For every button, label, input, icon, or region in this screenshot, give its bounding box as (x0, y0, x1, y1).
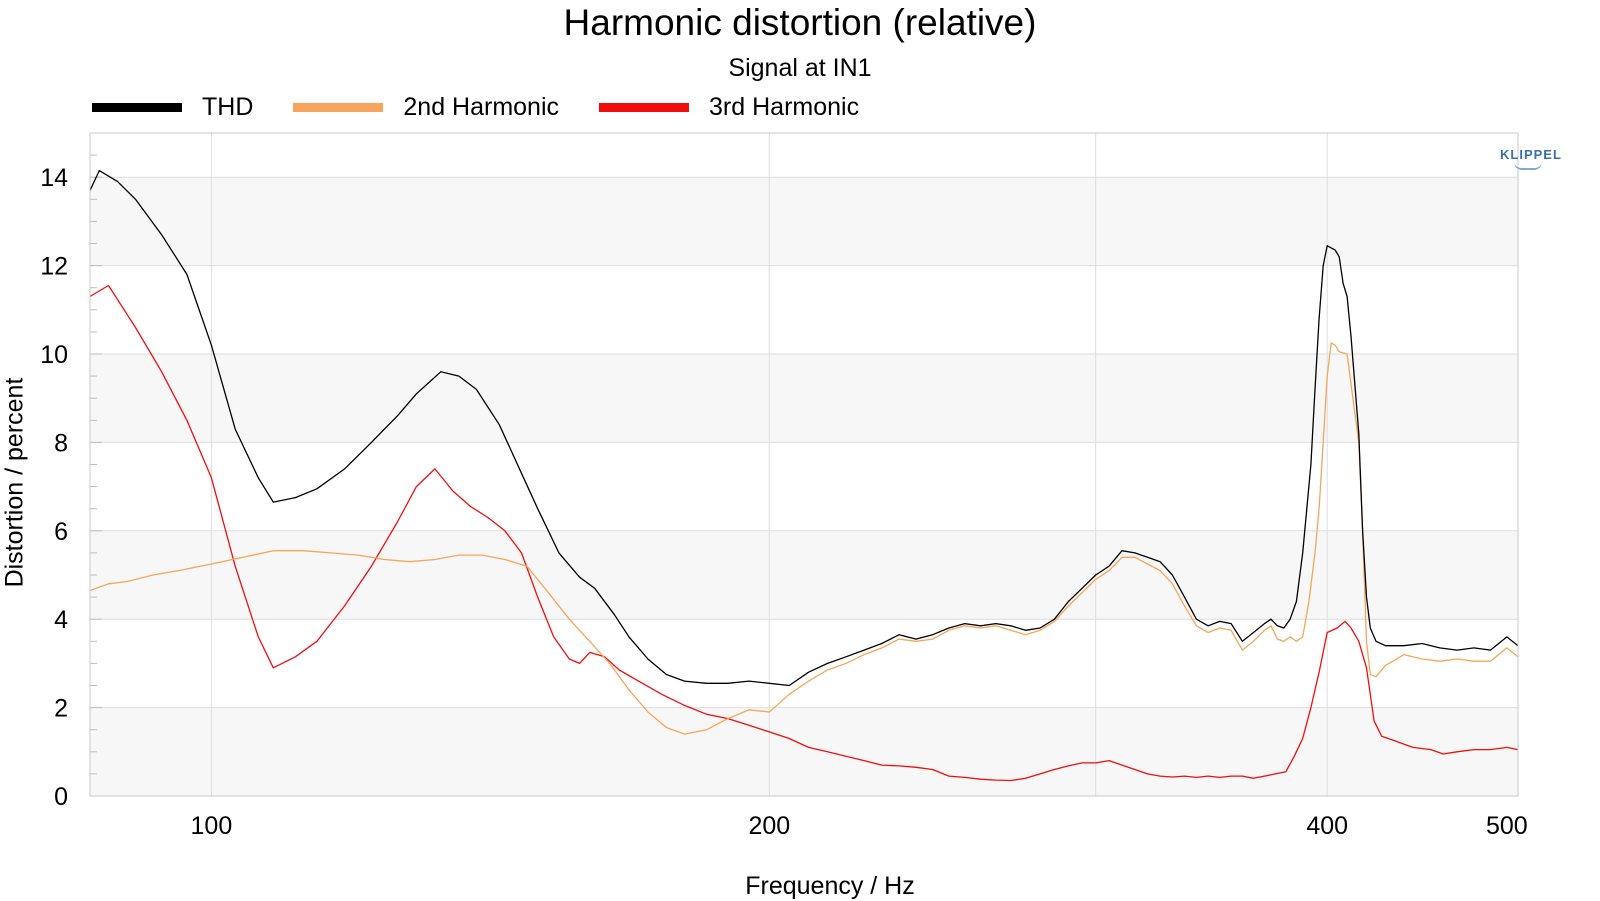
grid-lines (90, 133, 1518, 797)
klippel-logo: KLIPPEL (1500, 147, 1562, 162)
y-tick-label: 4 (54, 606, 68, 634)
legend-item-thd[interactable]: THD (92, 93, 253, 122)
plot-bands (90, 177, 1518, 796)
legend-swatch-2nd-harmonic (293, 102, 384, 112)
y-tick-label: 14 (40, 164, 68, 192)
x-tick-label: 400 (1306, 812, 1348, 840)
chart-title: Harmonic distortion (relative) (563, 2, 1037, 43)
y-axis-label: Distortion / percent (0, 377, 29, 588)
y-tick-label: 10 (40, 341, 68, 369)
series-line-3rd-harmonic (89, 284, 1519, 782)
legend-label-thd: THD (202, 92, 254, 121)
plot-band (90, 530, 1518, 620)
series-lines (89, 169, 1519, 782)
y-tick-labels: 0 2 4 6 8 10 12 14 (40, 164, 68, 811)
series-line-2nd-harmonic (89, 342, 1519, 735)
legend: THD 2nd Harmonic 3rd Harmonic (92, 92, 899, 122)
y-tick-label: 12 (40, 253, 68, 281)
plot-frame (89, 132, 1519, 797)
x-axis-label: Frequency / Hz (745, 872, 915, 900)
y-minor-ticks (90, 132, 102, 797)
y-tick-label: 8 (54, 429, 68, 457)
y-tick-label: 2 (54, 695, 68, 723)
klippel-logo-arc (1514, 162, 1542, 170)
legend-item-2nd-harmonic[interactable]: 2nd Harmonic (293, 93, 559, 122)
plot-band (90, 354, 1518, 443)
y-tick-label: 6 (54, 518, 68, 546)
chart-subtitle: Signal at IN1 (728, 54, 872, 82)
x-tick-label: 200 (748, 812, 790, 840)
legend-item-3rd-harmonic[interactable]: 3rd Harmonic (599, 93, 859, 122)
legend-label-2nd-harmonic: 2nd Harmonic (403, 92, 560, 121)
plot-band (90, 707, 1518, 796)
x-tick-labels: 100 200 400 500 (191, 812, 1528, 840)
legend-swatch-3rd-harmonic (599, 102, 690, 112)
x-tick-label: 100 (191, 812, 233, 840)
legend-swatch-thd (92, 102, 182, 112)
series-line-thd (89, 169, 1519, 687)
y-tick-label: 0 (54, 783, 68, 811)
plot-band (90, 177, 1518, 266)
legend-label-3rd-harmonic: 3rd Harmonic (709, 92, 860, 121)
x-tick-label: 500 (1486, 812, 1528, 840)
